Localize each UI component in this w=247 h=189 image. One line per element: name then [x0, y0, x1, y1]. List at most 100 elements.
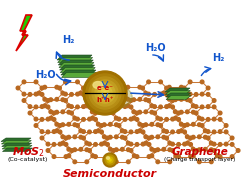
Circle shape — [70, 93, 73, 96]
Circle shape — [79, 129, 82, 133]
Circle shape — [147, 143, 151, 146]
Circle shape — [58, 86, 61, 90]
Polygon shape — [61, 70, 96, 75]
Circle shape — [34, 117, 38, 121]
Circle shape — [138, 85, 142, 89]
Circle shape — [123, 136, 127, 140]
Text: H₂O: H₂O — [145, 43, 165, 53]
Circle shape — [67, 104, 71, 108]
Circle shape — [185, 110, 189, 114]
Ellipse shape — [109, 159, 111, 161]
Circle shape — [123, 118, 127, 121]
Circle shape — [16, 86, 20, 90]
Ellipse shape — [84, 84, 132, 110]
Polygon shape — [60, 65, 95, 70]
Text: MoS$_2$: MoS$_2$ — [12, 145, 44, 159]
Circle shape — [121, 129, 124, 133]
Circle shape — [55, 129, 59, 133]
Ellipse shape — [86, 74, 124, 112]
Circle shape — [171, 117, 174, 121]
Text: h⁺h⁺: h⁺h⁺ — [96, 97, 114, 103]
Circle shape — [173, 116, 177, 120]
Circle shape — [144, 123, 148, 126]
Circle shape — [126, 160, 130, 164]
Polygon shape — [1, 138, 31, 142]
Circle shape — [177, 155, 180, 158]
Circle shape — [212, 117, 216, 121]
Circle shape — [40, 86, 44, 90]
Circle shape — [115, 116, 118, 120]
Circle shape — [90, 116, 94, 120]
Circle shape — [194, 105, 198, 108]
Circle shape — [61, 141, 65, 145]
Circle shape — [52, 155, 56, 158]
Circle shape — [209, 148, 213, 152]
Circle shape — [180, 98, 183, 101]
Circle shape — [64, 92, 67, 96]
Circle shape — [84, 104, 88, 108]
Circle shape — [43, 104, 47, 108]
Circle shape — [106, 155, 109, 158]
Circle shape — [70, 149, 74, 152]
Circle shape — [173, 98, 177, 101]
Circle shape — [88, 142, 91, 146]
Circle shape — [61, 123, 65, 126]
Text: H₂O: H₂O — [35, 70, 55, 80]
Circle shape — [165, 93, 168, 96]
Circle shape — [126, 98, 130, 101]
Ellipse shape — [93, 81, 103, 88]
Circle shape — [46, 117, 50, 121]
Circle shape — [218, 143, 222, 146]
Circle shape — [165, 86, 168, 90]
Circle shape — [43, 85, 47, 89]
Polygon shape — [166, 95, 191, 99]
Ellipse shape — [98, 86, 112, 100]
Polygon shape — [59, 63, 94, 67]
Circle shape — [88, 149, 91, 152]
Circle shape — [52, 118, 56, 121]
Circle shape — [141, 142, 145, 146]
Circle shape — [64, 143, 68, 146]
Circle shape — [183, 130, 186, 134]
Circle shape — [150, 154, 154, 158]
Circle shape — [153, 149, 157, 152]
Circle shape — [82, 93, 85, 96]
Circle shape — [117, 105, 121, 109]
Circle shape — [191, 154, 195, 158]
Circle shape — [206, 136, 210, 140]
Circle shape — [73, 116, 77, 120]
Circle shape — [28, 111, 32, 115]
Circle shape — [129, 149, 133, 152]
Circle shape — [150, 104, 154, 108]
Circle shape — [218, 118, 222, 121]
Circle shape — [73, 123, 77, 126]
Circle shape — [94, 111, 97, 115]
Circle shape — [58, 124, 62, 127]
Circle shape — [84, 85, 88, 89]
Circle shape — [117, 80, 121, 84]
Circle shape — [191, 122, 195, 126]
Circle shape — [138, 98, 142, 101]
Circle shape — [135, 118, 139, 121]
Circle shape — [132, 154, 136, 158]
Circle shape — [132, 116, 136, 120]
Circle shape — [76, 105, 79, 109]
Circle shape — [73, 135, 77, 139]
Circle shape — [85, 148, 89, 152]
Circle shape — [129, 105, 133, 109]
Polygon shape — [165, 88, 190, 92]
Circle shape — [135, 130, 139, 133]
Circle shape — [150, 110, 154, 114]
Circle shape — [180, 85, 183, 89]
Circle shape — [70, 105, 73, 108]
Ellipse shape — [105, 155, 115, 165]
Circle shape — [224, 124, 228, 127]
Circle shape — [171, 99, 174, 102]
Circle shape — [153, 93, 156, 96]
Circle shape — [64, 136, 68, 140]
Circle shape — [46, 99, 50, 102]
Circle shape — [84, 98, 88, 101]
Circle shape — [236, 149, 240, 152]
Circle shape — [103, 98, 106, 101]
Circle shape — [126, 85, 130, 89]
